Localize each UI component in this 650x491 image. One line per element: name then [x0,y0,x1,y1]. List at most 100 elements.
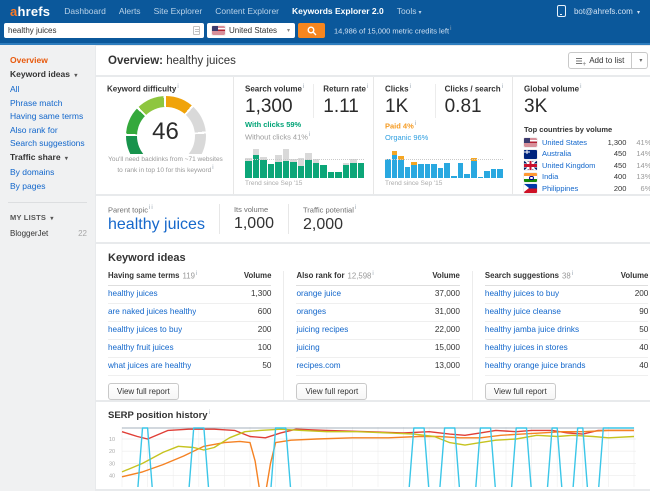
sidebar-item-having-same-terms[interactable]: Having same terms [10,111,84,121]
bar-segment [398,160,404,179]
bar-segment [357,162,364,179]
parent-topic-link[interactable]: healthy juices [108,215,205,233]
mobile-device-icon[interactable] [556,5,566,17]
keyword-link[interactable]: healthy jamba juice drinks [484,325,580,335]
account-menu[interactable]: bot@ahrefs.com ▾ [573,6,640,16]
my-lists-label[interactable]: MY LISTS ▾ [10,213,54,222]
country-row: India 400 13% [524,171,650,183]
add-to-list-dropdown-button[interactable]: ▾ [632,52,649,70]
top-countries-list: United States 1,300 41% Australia 450 14% Unit… [524,137,650,195]
sidebar-item-by-domains[interactable]: By domains [10,167,55,177]
chart-bar [424,163,431,179]
keyword-row: healthy juices to buy 200 [108,322,272,340]
info-icon [303,84,304,90]
sidebar-item-search-suggestions[interactable]: Search suggestions [10,138,85,148]
keyword-volume: 1,300 [250,289,272,299]
view-full-report-button[interactable]: View full report [296,382,368,400]
country-link[interactable]: United States [542,137,588,147]
chart-bar [260,156,267,179]
chart-bar [404,166,411,179]
keyword-link[interactable]: healthy juices in stores [484,343,568,353]
keyword-search-input[interactable]: healthy juices [4,23,204,38]
keyword-difficulty-section: Keyword difficulty 46 You'll need backli… [96,77,234,195]
keyword-link[interactable]: healthy orange juice brands [484,361,586,371]
bar-segment [484,171,490,179]
keyword-link[interactable]: what juices are healthy [108,361,192,371]
keyword-link[interactable]: healthy juices to buy [484,289,560,299]
country-link[interactable]: Philippines [542,183,579,193]
keyword-volume: 200 [634,289,649,299]
gb-flag-icon [524,161,537,171]
search-volume-trend-chart [245,145,364,179]
keyword-row: healthy orange juice brands 40 [484,358,649,376]
keyword-link[interactable]: are naked juices healthy [108,307,197,317]
au-flag-icon [524,149,537,159]
sidebar-item-all[interactable]: All [10,84,20,94]
info-icon [372,271,373,277]
keyword-link[interactable]: healthy juices [108,289,158,299]
nav-item-keywords-explorer-2-0[interactable]: Keywords Explorer 2.0 [292,6,384,16]
sidebar-item-overview[interactable]: Overview [10,55,48,65]
country-link[interactable]: India [542,172,559,182]
paste-icon[interactable] [193,26,200,35]
bar-top-segment [305,153,312,161]
sidebar-item-by-pages[interactable]: By pages [10,180,46,191]
keyword-link[interactable]: oranges [296,307,327,317]
column-header-label[interactable]: Search suggestions [484,271,559,281]
ph-flag-icon [524,184,537,194]
nav-item-content-explorer[interactable]: Content Explorer [215,6,280,16]
keyword-link[interactable]: healthy juice cleanse [484,307,561,317]
search-button[interactable] [298,23,325,38]
add-to-list-button[interactable]: Add to list [568,52,633,70]
info-icon [410,84,411,90]
sidebar-group-traffic-share[interactable]: Traffic share ▾ [10,151,68,162]
sidebar-group-keyword-ideas[interactable]: Keyword ideas ▾ [10,68,78,79]
chart-bar [437,167,444,179]
keyword-link[interactable]: healthy juices to buy [108,325,183,335]
view-full-report-button[interactable]: View full report [108,382,179,400]
chart-bar [267,163,274,179]
keyword-link[interactable]: healthy fruit juices [108,343,174,353]
ahrefs-logo[interactable]: ahrefs [10,3,51,19]
serp-history-panel: SERP position history 10 20 30 40 [96,401,650,491]
my-list-item[interactable]: BloggerJet 22 [10,227,87,240]
info-icon [149,205,150,211]
organic-clicks-stat: Organic 96% [385,132,429,142]
column-header-label[interactable]: Having same terms [108,271,180,281]
sidebar-item-also-rank-for[interactable]: Also rank for [10,124,58,135]
country-select-value: United States [229,26,278,35]
column-header-label[interactable]: Also rank for [296,271,345,281]
keyword-volume: 40 [639,361,649,371]
bar-segment [424,163,431,179]
nav-item-site-explorer[interactable]: Site Explorer [153,6,203,16]
country-link[interactable]: United Kingdom [542,160,596,170]
divider [218,204,220,235]
paid-clicks-stat: Paid 4% [385,120,503,131]
clicks-trend-chart [385,145,503,179]
bar-top-segment [398,156,404,161]
chevron-down-icon: ▾ [418,10,422,16]
sidebar-item-phrase-match[interactable]: Phrase match [10,97,63,108]
nav-item-alerts[interactable]: Alerts [118,6,141,16]
global-volume-value: 3K [524,95,548,117]
country-select[interactable]: United States ▾ [207,23,295,38]
nav-item-tools[interactable]: Tools ▾ [396,6,422,16]
keyword-row: healthy fruit juices 100 [108,340,272,358]
bar-segment [464,174,470,179]
keyword-link[interactable]: recipes.com [296,361,341,371]
bar-segment [457,162,464,179]
chart-bar [398,156,404,179]
its-volume-block: Its volume 1,000 [234,205,274,233]
country-link[interactable]: Australia [542,149,572,159]
view-full-report-button[interactable]: View full report [484,382,556,400]
info-icon [502,84,503,90]
chart-bar [464,174,470,179]
svg-text:20: 20 [109,449,115,455]
keyword-link[interactable]: juicing recipes [296,325,349,335]
parent-topic-label: Parent topic [108,205,205,215]
keyword-link[interactable]: orange juice [296,289,342,299]
nav-item-dashboard[interactable]: Dashboard [64,6,106,16]
keyword-volume: 200 [257,325,272,335]
clicks-section: Clicks 1K Clicks / search 0.81 Paid 4% O… [374,77,513,195]
keyword-link[interactable]: juicing [296,343,320,353]
